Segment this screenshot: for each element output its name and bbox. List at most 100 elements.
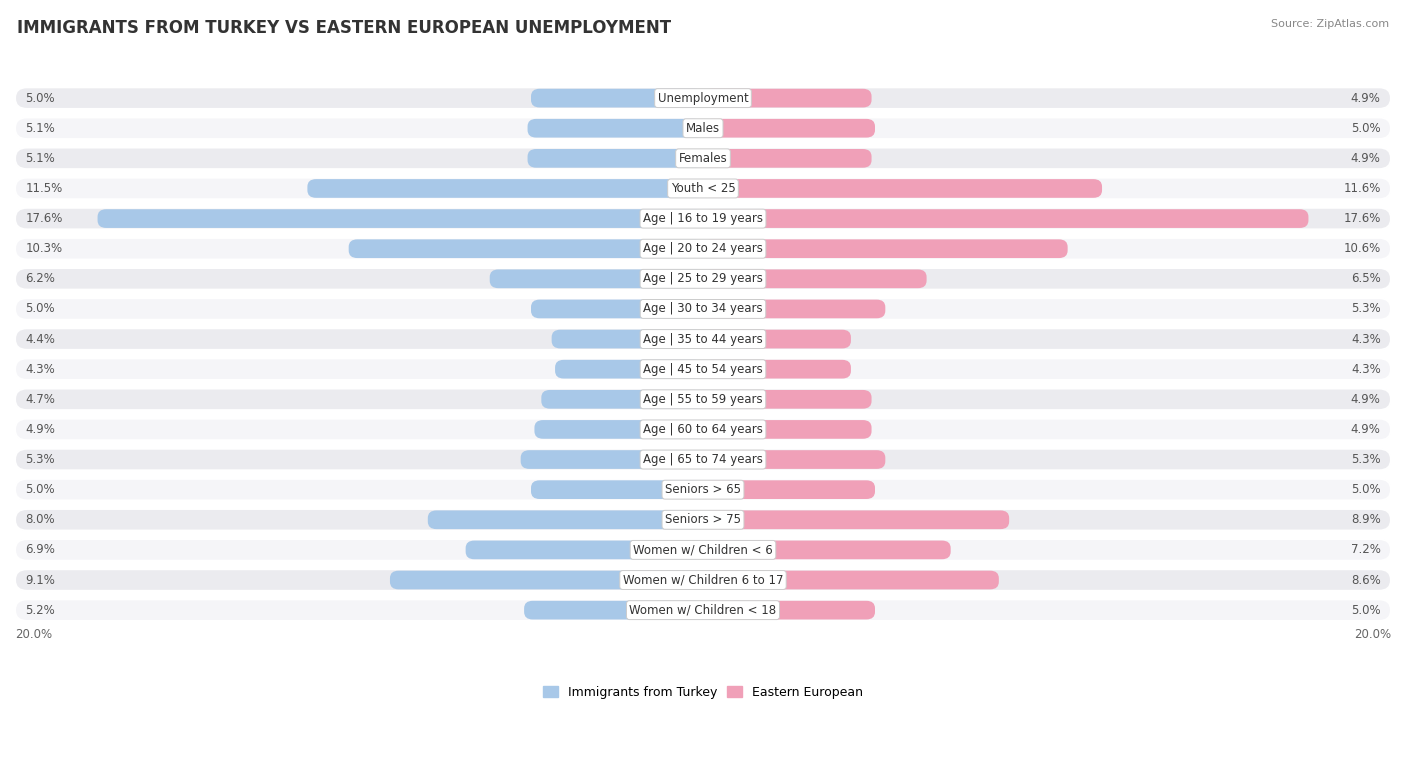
Text: Women w/ Children 6 to 17: Women w/ Children 6 to 17: [623, 574, 783, 587]
FancyBboxPatch shape: [15, 87, 1391, 109]
Text: 4.4%: 4.4%: [25, 332, 55, 345]
FancyBboxPatch shape: [489, 269, 703, 288]
Text: 6.5%: 6.5%: [1351, 273, 1381, 285]
FancyBboxPatch shape: [15, 329, 1391, 350]
Text: 5.3%: 5.3%: [25, 453, 55, 466]
Text: Age | 55 to 59 years: Age | 55 to 59 years: [643, 393, 763, 406]
FancyBboxPatch shape: [15, 117, 1391, 139]
Text: 5.0%: 5.0%: [1351, 122, 1381, 135]
FancyBboxPatch shape: [15, 268, 1391, 290]
Text: Seniors > 75: Seniors > 75: [665, 513, 741, 526]
Text: Age | 60 to 64 years: Age | 60 to 64 years: [643, 423, 763, 436]
FancyBboxPatch shape: [703, 360, 851, 378]
FancyBboxPatch shape: [703, 209, 1309, 228]
Text: 4.9%: 4.9%: [1351, 152, 1381, 165]
FancyBboxPatch shape: [534, 420, 703, 439]
FancyBboxPatch shape: [703, 179, 1102, 198]
FancyBboxPatch shape: [349, 239, 703, 258]
FancyBboxPatch shape: [703, 300, 886, 318]
Text: Seniors > 65: Seniors > 65: [665, 483, 741, 496]
Text: 8.0%: 8.0%: [25, 513, 55, 526]
Text: 17.6%: 17.6%: [1343, 212, 1381, 225]
Text: 5.1%: 5.1%: [25, 122, 55, 135]
Text: 10.3%: 10.3%: [25, 242, 62, 255]
Text: Women w/ Children < 18: Women w/ Children < 18: [630, 603, 776, 617]
Text: Age | 20 to 24 years: Age | 20 to 24 years: [643, 242, 763, 255]
FancyBboxPatch shape: [15, 600, 1391, 621]
Text: 5.3%: 5.3%: [1351, 453, 1381, 466]
Text: 4.7%: 4.7%: [25, 393, 55, 406]
FancyBboxPatch shape: [703, 149, 872, 168]
Text: 5.0%: 5.0%: [25, 483, 55, 496]
FancyBboxPatch shape: [465, 540, 703, 559]
Text: 4.9%: 4.9%: [25, 423, 55, 436]
FancyBboxPatch shape: [703, 390, 872, 409]
FancyBboxPatch shape: [15, 449, 1391, 470]
Text: 5.1%: 5.1%: [25, 152, 55, 165]
FancyBboxPatch shape: [527, 119, 703, 138]
Text: Source: ZipAtlas.com: Source: ZipAtlas.com: [1271, 19, 1389, 29]
FancyBboxPatch shape: [703, 119, 875, 138]
FancyBboxPatch shape: [15, 178, 1391, 199]
Text: 6.9%: 6.9%: [25, 544, 55, 556]
Text: Age | 45 to 54 years: Age | 45 to 54 years: [643, 363, 763, 375]
FancyBboxPatch shape: [15, 479, 1391, 500]
FancyBboxPatch shape: [555, 360, 703, 378]
FancyBboxPatch shape: [703, 571, 998, 590]
Text: 5.0%: 5.0%: [25, 92, 55, 104]
Text: Males: Males: [686, 122, 720, 135]
FancyBboxPatch shape: [703, 450, 886, 469]
Text: 10.6%: 10.6%: [1343, 242, 1381, 255]
Text: 9.1%: 9.1%: [25, 574, 55, 587]
Legend: Immigrants from Turkey, Eastern European: Immigrants from Turkey, Eastern European: [538, 681, 868, 704]
FancyBboxPatch shape: [551, 330, 703, 348]
Text: Youth < 25: Youth < 25: [671, 182, 735, 195]
Text: 20.0%: 20.0%: [15, 628, 52, 641]
Text: 4.9%: 4.9%: [1351, 393, 1381, 406]
Text: 5.0%: 5.0%: [1351, 483, 1381, 496]
FancyBboxPatch shape: [541, 390, 703, 409]
FancyBboxPatch shape: [389, 571, 703, 590]
FancyBboxPatch shape: [531, 300, 703, 318]
Text: IMMIGRANTS FROM TURKEY VS EASTERN EUROPEAN UNEMPLOYMENT: IMMIGRANTS FROM TURKEY VS EASTERN EUROPE…: [17, 19, 671, 37]
Text: 5.3%: 5.3%: [1351, 303, 1381, 316]
Text: 17.6%: 17.6%: [25, 212, 63, 225]
FancyBboxPatch shape: [531, 89, 703, 107]
FancyBboxPatch shape: [15, 539, 1391, 561]
Text: 20.0%: 20.0%: [1354, 628, 1391, 641]
FancyBboxPatch shape: [524, 601, 703, 619]
Text: Females: Females: [679, 152, 727, 165]
FancyBboxPatch shape: [703, 269, 927, 288]
FancyBboxPatch shape: [527, 149, 703, 168]
Text: 5.0%: 5.0%: [25, 303, 55, 316]
FancyBboxPatch shape: [531, 481, 703, 499]
FancyBboxPatch shape: [15, 207, 1391, 229]
FancyBboxPatch shape: [15, 419, 1391, 441]
FancyBboxPatch shape: [15, 509, 1391, 531]
Text: 5.2%: 5.2%: [25, 603, 55, 617]
FancyBboxPatch shape: [308, 179, 703, 198]
Text: 5.0%: 5.0%: [1351, 603, 1381, 617]
Text: 7.2%: 7.2%: [1351, 544, 1381, 556]
FancyBboxPatch shape: [15, 358, 1391, 380]
Text: Unemployment: Unemployment: [658, 92, 748, 104]
Text: Women w/ Children < 6: Women w/ Children < 6: [633, 544, 773, 556]
Text: 8.9%: 8.9%: [1351, 513, 1381, 526]
Text: 11.5%: 11.5%: [25, 182, 63, 195]
FancyBboxPatch shape: [15, 569, 1391, 591]
FancyBboxPatch shape: [15, 148, 1391, 170]
Text: 4.3%: 4.3%: [1351, 332, 1381, 345]
Text: 4.9%: 4.9%: [1351, 92, 1381, 104]
Text: Age | 35 to 44 years: Age | 35 to 44 years: [643, 332, 763, 345]
FancyBboxPatch shape: [703, 601, 875, 619]
FancyBboxPatch shape: [520, 450, 703, 469]
Text: 11.6%: 11.6%: [1343, 182, 1381, 195]
Text: 4.9%: 4.9%: [1351, 423, 1381, 436]
FancyBboxPatch shape: [703, 239, 1067, 258]
Text: Age | 30 to 34 years: Age | 30 to 34 years: [643, 303, 763, 316]
FancyBboxPatch shape: [703, 330, 851, 348]
FancyBboxPatch shape: [15, 298, 1391, 319]
Text: 8.6%: 8.6%: [1351, 574, 1381, 587]
Text: 4.3%: 4.3%: [1351, 363, 1381, 375]
Text: Age | 65 to 74 years: Age | 65 to 74 years: [643, 453, 763, 466]
